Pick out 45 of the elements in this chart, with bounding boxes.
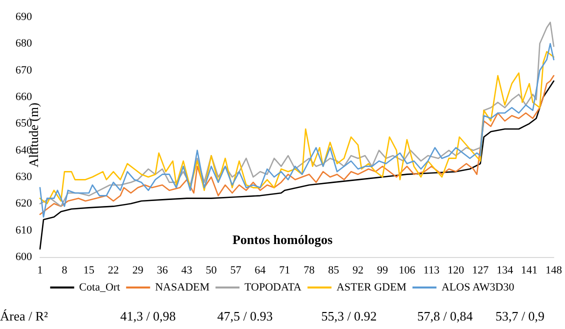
line-series [39, 22, 554, 207]
line-series [39, 80, 554, 250]
y-tick-label: 610 [16, 224, 32, 236]
x-tick-label: 22 [108, 264, 119, 276]
y-tick-label: 600 [16, 251, 32, 263]
x-tick-label: 71 [279, 264, 290, 276]
x-tick-label: 29 [132, 264, 144, 276]
text: 53,7 / 0,9 [495, 308, 545, 324]
x-tick-label: 1 [37, 264, 43, 276]
legend-label: ALOS AW3D30 [441, 282, 515, 294]
x-tick-label: 106 [398, 264, 416, 276]
text: 47,5 / 0.93 [217, 308, 273, 324]
legend-label: Cota_Ort [79, 282, 120, 294]
x-tick-label: 148 [546, 264, 562, 276]
y-tick-label: 670 [16, 64, 32, 76]
x-tick-label: 15 [83, 264, 95, 276]
y-tick-label: 680 [16, 38, 32, 50]
x-tick-label: 36 [156, 264, 168, 276]
x-tick-label: 127 [472, 264, 490, 276]
x-tick-label: 141 [521, 264, 538, 276]
y-tick-label: 630 [16, 171, 32, 183]
x-axis-title: Pontos homólogos [232, 232, 333, 247]
x-tick-label: 78 [304, 264, 316, 276]
legend-label: ASTER GDEM [336, 282, 407, 294]
x-tick-label: 64 [254, 264, 266, 276]
x-tick-label: 57 [230, 264, 242, 276]
text: 41,3 / 0,98 [120, 308, 176, 324]
x-tick-label: 85 [328, 264, 340, 276]
y-tick-label: 690 [16, 11, 32, 23]
x-tick-label: 120 [448, 264, 465, 276]
x-tick-label: 99 [377, 264, 388, 276]
legend-label: NASADEM [155, 282, 210, 294]
x-tick-label: 43 [181, 264, 193, 276]
x-tick-label: 50 [206, 264, 218, 276]
y-tick-label: 620 [16, 198, 32, 210]
x-tick-label: 113 [423, 264, 440, 276]
x-tick-label: 92 [352, 264, 364, 276]
y-tick-label: 660 [16, 91, 32, 103]
text: 57,8 / 0,84 [417, 308, 474, 324]
x-tick-label: 134 [496, 264, 514, 276]
legend-label: TOPODATA [244, 282, 302, 294]
line-series [39, 75, 554, 215]
text: Área / R² [0, 308, 48, 324]
text: 55,3 / 0.92 [321, 308, 377, 324]
x-tick-label: 8 [62, 264, 68, 276]
